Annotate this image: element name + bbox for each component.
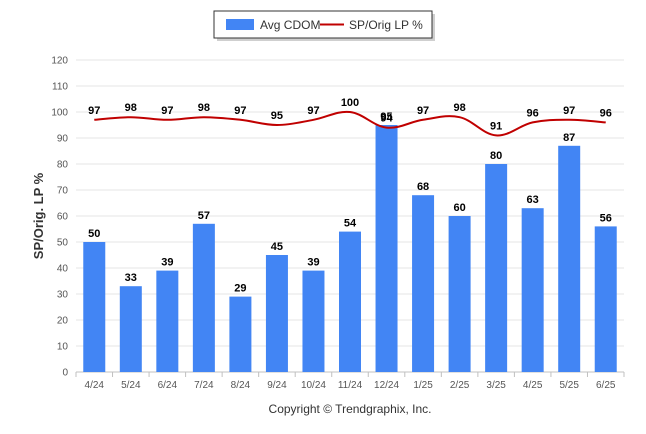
x-tick-label: 8/24 bbox=[231, 380, 251, 391]
legend-label-bar: Avg CDOM bbox=[260, 18, 320, 32]
bar bbox=[156, 270, 179, 372]
bar-value-label: 68 bbox=[417, 181, 429, 193]
x-tick-label: 9/24 bbox=[267, 380, 287, 391]
line-value-label: 94 bbox=[380, 113, 393, 125]
bar-value-label: 39 bbox=[307, 257, 319, 269]
legend-label-line: SP/Orig LP % bbox=[349, 18, 423, 32]
y-tick-label: 40 bbox=[57, 264, 69, 275]
line-labels: 97 98 97 98 97 95 97 100 94 97 98 91 96 97 96 bbox=[88, 97, 612, 132]
bar bbox=[119, 286, 142, 372]
line-value-label: 98 bbox=[125, 102, 137, 114]
y-tick-label: 0 bbox=[62, 368, 68, 379]
bar-value-label: 60 bbox=[453, 202, 465, 214]
line-value-label: 98 bbox=[453, 102, 465, 114]
y-tick-label: 50 bbox=[57, 238, 69, 249]
y-tick-label: 20 bbox=[57, 316, 69, 327]
copyright: Copyright © Trendgraphix, Inc. bbox=[269, 402, 432, 416]
y-tick-label: 110 bbox=[52, 82, 68, 93]
x-tick-label: 4/25 bbox=[523, 380, 543, 391]
legend: Avg CDOM SP/Orig LP % bbox=[213, 10, 435, 41]
line-value-label: 97 bbox=[307, 105, 319, 117]
bar-value-label: 29 bbox=[234, 283, 246, 295]
bar bbox=[83, 242, 106, 372]
bar bbox=[448, 216, 471, 372]
x-tick-label: 12/24 bbox=[374, 380, 399, 391]
line-value-label: 96 bbox=[527, 107, 539, 119]
y-tick-label: 80 bbox=[57, 160, 69, 171]
line-value-label: 98 bbox=[198, 102, 210, 114]
x-tick-label: 6/24 bbox=[158, 380, 178, 391]
bar-value-label: 54 bbox=[344, 218, 357, 230]
x-tick-label: 7/24 bbox=[194, 380, 214, 391]
y-tick-label: 90 bbox=[57, 134, 69, 145]
line-series bbox=[94, 110, 606, 137]
bar-value-label: 87 bbox=[563, 132, 575, 144]
y-tick-label: 70 bbox=[57, 186, 69, 197]
line-value-label: 97 bbox=[234, 105, 246, 117]
line-value-label: 97 bbox=[161, 105, 173, 117]
bar-value-label: 95 bbox=[380, 111, 392, 123]
line-value-label: 97 bbox=[417, 105, 429, 117]
bar-value-label: 80 bbox=[490, 150, 502, 162]
bar-value-label: 56 bbox=[600, 212, 612, 224]
bar bbox=[265, 255, 288, 372]
y-tick-label: 30 bbox=[57, 290, 69, 301]
bar-value-label: 63 bbox=[527, 194, 539, 206]
x-tick-label: 5/25 bbox=[559, 380, 579, 391]
bar-value-label: 33 bbox=[125, 272, 137, 284]
bar-value-label: 50 bbox=[88, 228, 100, 240]
x-tick-label: 6/25 bbox=[596, 380, 616, 391]
y-axis-ticks: 0 10 20 30 40 50 60 70 80 90 100 110 120 bbox=[51, 56, 68, 379]
bar-series bbox=[83, 125, 617, 372]
bar bbox=[375, 125, 398, 372]
y-axis-label: SP/Orig. LP % bbox=[31, 172, 46, 259]
y-tick-label: 120 bbox=[51, 56, 68, 67]
x-tick-label: 4/24 bbox=[85, 380, 105, 391]
bar-value-label: 39 bbox=[161, 257, 173, 269]
y-tick-label: 100 bbox=[51, 108, 68, 119]
bar-value-label: 45 bbox=[271, 241, 283, 253]
bar-value-label: 57 bbox=[198, 210, 210, 222]
line-value-label: 91 bbox=[490, 120, 502, 132]
bar bbox=[192, 223, 215, 372]
bar bbox=[412, 195, 435, 372]
line-value-label: 97 bbox=[563, 105, 575, 117]
y-tick-label: 10 bbox=[57, 342, 69, 353]
bar bbox=[594, 226, 617, 372]
line-path bbox=[94, 110, 606, 137]
x-tick-label: 5/24 bbox=[121, 380, 141, 391]
bar bbox=[521, 208, 544, 372]
bar bbox=[558, 145, 581, 372]
bar bbox=[229, 296, 252, 372]
x-tick-label: 10/24 bbox=[301, 380, 326, 391]
line-value-label: 97 bbox=[88, 105, 100, 117]
line-value-label: 96 bbox=[600, 107, 612, 119]
bar bbox=[339, 231, 361, 372]
x-tick-label: 2/25 bbox=[450, 380, 470, 391]
x-tick-label: 3/25 bbox=[486, 380, 506, 391]
bar bbox=[302, 270, 325, 372]
x-tick-label: 11/24 bbox=[338, 380, 363, 391]
x-tick-label: 1/25 bbox=[413, 380, 433, 391]
bar bbox=[485, 164, 508, 372]
line-value-label: 95 bbox=[271, 110, 283, 122]
line-value-label: 100 bbox=[341, 97, 359, 109]
bar-labels: 50 33 39 57 29 45 39 54 95 68 60 80 63 87 56 bbox=[88, 111, 612, 295]
legend-swatch-bar bbox=[226, 19, 254, 30]
x-axis-ticks: 4/24 5/24 6/24 7/24 8/24 9/24 10/24 11/24 12/24 1… bbox=[75, 372, 625, 391]
y-tick-label: 60 bbox=[57, 212, 69, 223]
